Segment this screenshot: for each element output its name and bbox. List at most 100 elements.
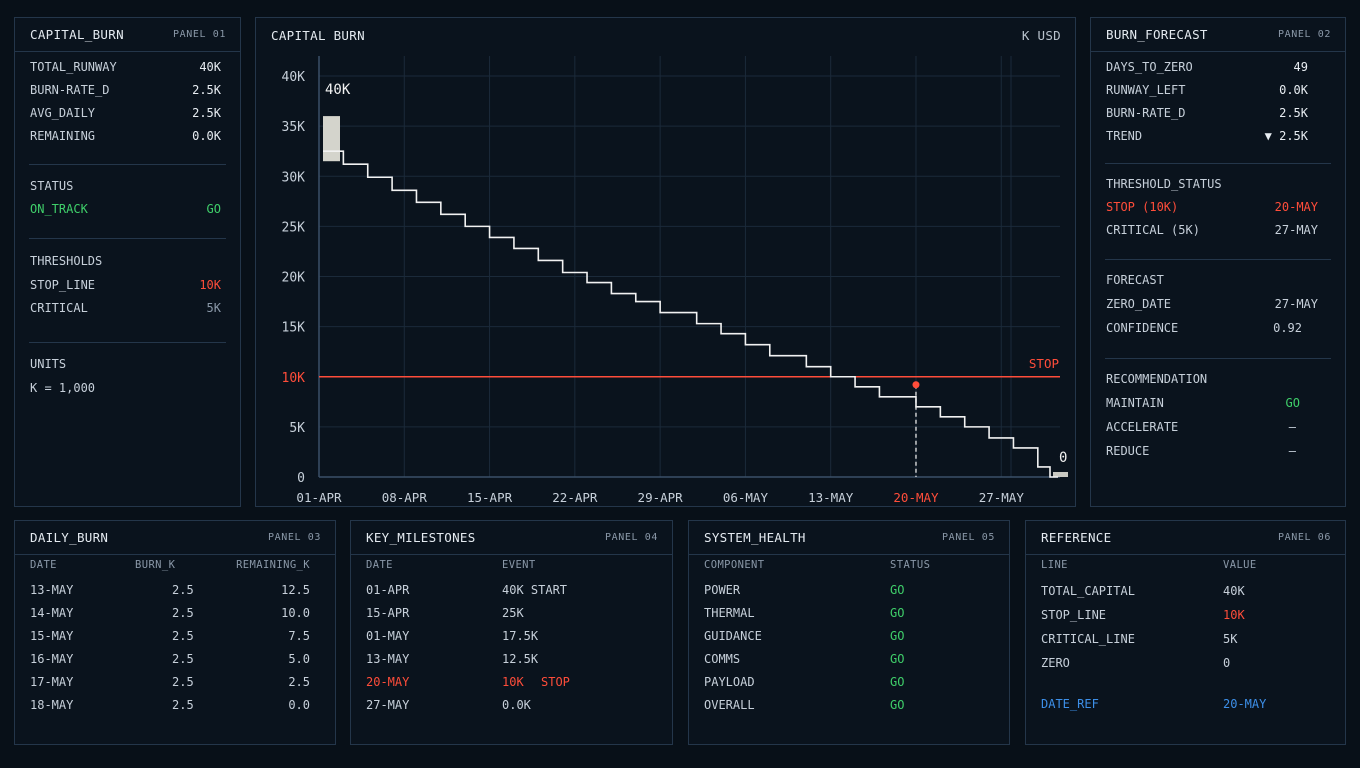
y-tick-label: 15K — [282, 321, 306, 336]
section-heading: RECOMMENDATION — [1106, 372, 1208, 386]
metric-burn-rate: BURN-RATE_D 2.5K — [30, 83, 221, 97]
cell-date: 27-MAY — [366, 698, 410, 712]
cell-remaining: 12.5 — [281, 583, 310, 597]
panel-header: REFERENCE PANEL 06 — [1026, 521, 1345, 555]
forecast-value: 0.92 — [1273, 321, 1302, 335]
threshold-stop-row: STOP (10K) 20-MAY — [1106, 200, 1318, 214]
stop-crossing-point — [912, 381, 920, 389]
burn-series-line — [323, 150, 1058, 478]
table-row: 17-MAY 2.5 2.5 — [30, 675, 320, 693]
units-heading: UNITS — [30, 357, 221, 371]
threshold-critical-row: CRITICAL 5K — [30, 301, 221, 315]
panel-header: CAPITAL_BURN PANEL 01 — [15, 18, 240, 52]
panel-header: KEY_MILESTONES PANEL 04 — [351, 521, 672, 555]
cell-date: 17-MAY — [30, 675, 74, 689]
cell-value: 40K — [1223, 584, 1245, 598]
forecast-zero-date: ZERO_DATE 27-MAY — [1106, 297, 1318, 311]
cell-burn: 2.5 — [172, 583, 194, 597]
recommendation-heading: RECOMMENDATION — [1106, 372, 1326, 386]
panel-title: BURN_FORECAST — [1106, 27, 1208, 42]
cell-date: 13-MAY — [366, 652, 410, 666]
column-header: LINE — [1041, 559, 1068, 571]
panel-header: DAILY_BURN PANEL 03 — [15, 521, 335, 555]
metric-label: BURN-RATE_D — [1106, 106, 1186, 120]
cell-value: 5K — [1223, 632, 1238, 646]
cell-burn: 2.5 — [172, 652, 194, 666]
metric-days-to-zero: DAYS_TO_ZERO 49 — [1106, 60, 1308, 74]
table-row: 01-APR 40K START — [366, 583, 657, 601]
panel-reference: REFERENCE PANEL 06 LINE VALUE TOTAL_CAPI… — [1025, 520, 1346, 745]
table-header: DATE EVENT — [366, 559, 657, 577]
threshold-stop-row: STOP_LINE 10K — [30, 278, 221, 292]
metric-value: 2.5K — [1279, 106, 1308, 120]
table-row: PAYLOAD GO — [704, 675, 994, 693]
panel-title: SYSTEM_HEALTH — [704, 530, 806, 545]
rec-value: — — [1288, 444, 1296, 458]
y-tick-label: 5K — [289, 421, 305, 436]
panel-capital-burn-chart: CAPITAL BURN K USD 40K 35K 30K 25K 20K 15K 10K… — [255, 17, 1076, 507]
status-label: ON_TRACK — [30, 202, 88, 216]
x-tick-label: 06-MAY — [723, 490, 769, 505]
metric-trend: TREND ▼ 2.5K — [1106, 129, 1308, 143]
threshold-label: STOP_LINE — [30, 278, 96, 292]
metric-label: DAYS_TO_ZERO — [1106, 60, 1193, 74]
divider — [29, 342, 226, 343]
table-row: 14-MAY 2.5 10.0 — [30, 606, 320, 624]
start-marker — [323, 116, 340, 162]
cell-component: COMMS — [704, 652, 741, 666]
forecast-label: CONFIDENCE — [1106, 321, 1179, 335]
panel-title: DAILY_BURN — [30, 530, 109, 545]
cell-date: 13-MAY — [30, 583, 74, 597]
cell-date: 20-MAY — [366, 675, 410, 689]
cell-burn: 2.5 — [172, 606, 194, 620]
panel-key-milestones: KEY_MILESTONES PANEL 04 DATE EVENT 01-AP… — [350, 520, 673, 745]
status-value: GO — [206, 202, 221, 216]
metric-value: 2.5K — [192, 106, 221, 120]
divider — [29, 238, 226, 239]
metric-label: REMAINING — [30, 129, 96, 143]
metric-value: ▼ 2.5K — [1264, 129, 1308, 143]
metric-remaining: REMAINING 0.0K — [30, 129, 221, 143]
cell-status: GO — [890, 629, 905, 643]
x-tick-label: 13-MAY — [808, 490, 854, 505]
forecast-value: 27-MAY — [1274, 297, 1318, 311]
cell-remaining: 10.0 — [281, 606, 310, 620]
column-header: VALUE — [1223, 559, 1257, 571]
column-header: COMPONENT — [704, 559, 765, 571]
threshold-label: CRITICAL (5K) — [1106, 223, 1200, 237]
section-heading: THRESHOLD_STATUS — [1106, 177, 1222, 191]
x-tick-label: 27-MAY — [979, 490, 1025, 505]
metric-value: 49 — [1293, 60, 1308, 74]
section-heading: FORECAST — [1106, 273, 1164, 287]
cell-event: 12.5K — [502, 652, 539, 666]
threshold-label: STOP (10K) — [1106, 200, 1179, 214]
cell-status: GO — [890, 698, 905, 712]
table-header: DATE BURN_K REMAINING_K — [30, 559, 320, 577]
panel-header: BURN_FORECAST PANEL 02 — [1091, 18, 1345, 52]
metric-value: 0.0K — [192, 129, 221, 143]
table-header: LINE VALUE — [1041, 559, 1330, 577]
rec-maintain: MAINTAIN GO — [1106, 396, 1300, 410]
column-header: BURN_K — [135, 559, 176, 571]
panel-title: KEY_MILESTONES — [366, 530, 476, 545]
y-tick-label: 10K — [282, 371, 306, 386]
metric-label: TOTAL_RUNWAY — [30, 60, 117, 74]
panel-tag: PANEL 05 — [942, 532, 995, 543]
panel-title: REFERENCE — [1041, 530, 1112, 545]
cell-burn: 2.5 — [172, 629, 194, 643]
threshold-value: 10K — [199, 278, 221, 292]
x-tick-label: 22-APR — [552, 490, 598, 505]
cell-event: 40K START — [502, 583, 568, 597]
panel-header: SYSTEM_HEALTH PANEL 05 — [689, 521, 1009, 555]
units-row: K = 1,000 — [30, 381, 221, 395]
table-row: POWER GO — [704, 583, 994, 601]
cell-value: 0 — [1223, 656, 1231, 670]
panel-capital-burn-summary: CAPITAL_BURN PANEL 01 TOTAL_RUNWAY 40K B… — [14, 17, 241, 507]
cell-component: POWER — [704, 583, 741, 597]
divider — [1105, 259, 1331, 260]
metric-total-runway: TOTAL_RUNWAY 40K — [30, 60, 221, 74]
panel-daily-burn: DAILY_BURN PANEL 03 DATE BURN_K REMAININ… — [14, 520, 336, 745]
x-tick-label: 01-APR — [296, 490, 342, 505]
panel-tag: PANEL 03 — [268, 532, 321, 543]
y-tick-label: 0 — [297, 471, 305, 486]
